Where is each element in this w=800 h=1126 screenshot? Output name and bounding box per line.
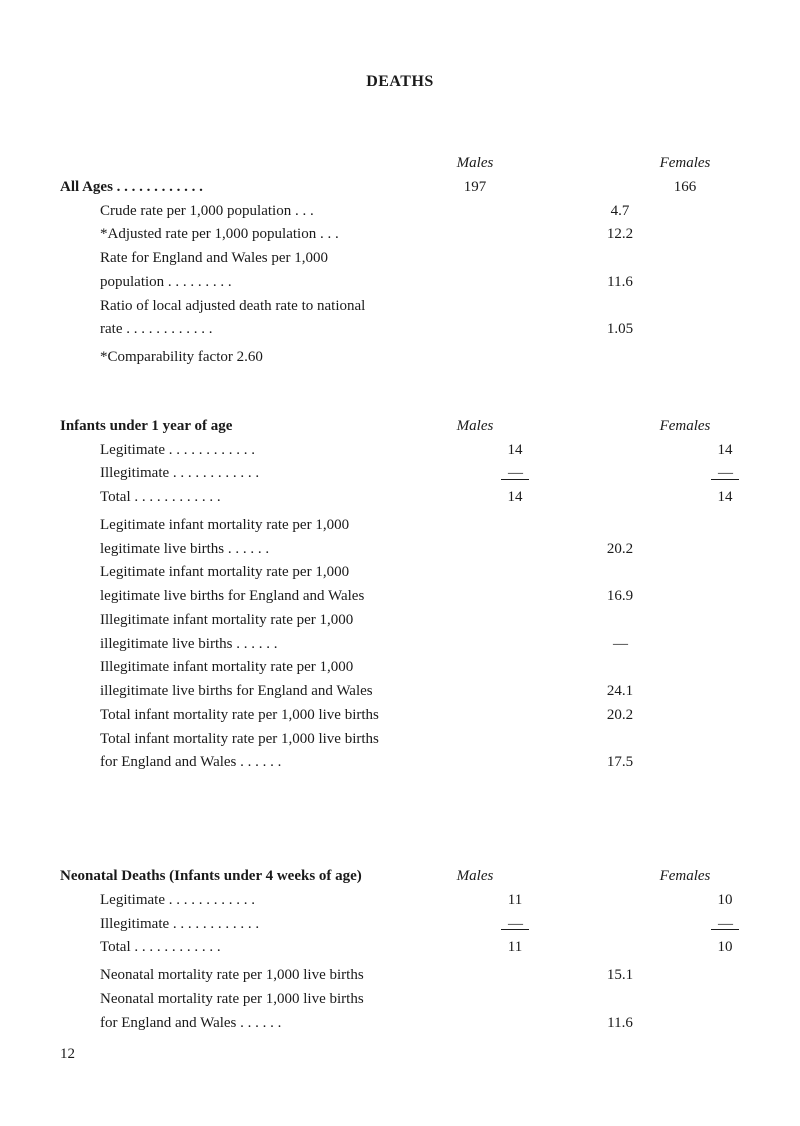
col-males: Males [430,866,520,888]
adjusted-rate-row: *Adjusted rate per 1,000 population . . … [60,224,740,246]
label: Illegitimate . . . . . . . . . . . . [100,914,470,936]
value-f: — [680,914,770,936]
infants-legit-row: Legitimate . . . . . . . . . . . . 14 14 [60,440,740,462]
value: 12.2 [560,224,680,246]
label: Total . . . . . . . . . . . . [100,487,470,509]
all-ages-males: 197 [430,177,520,199]
infants-rate-4: Illegitimate infant mortality rate per 1… [60,610,740,632]
infants-rate-0: Legitimate infant mortality rate per 1,0… [60,515,740,537]
neonatal-legit-row: Legitimate . . . . . . . . . . . . 11 10 [60,890,740,912]
value-f: 10 [680,937,770,959]
infants-rate-7: illegitimate live births for England and… [60,681,740,703]
label: Crude rate per 1,000 population . . . [100,201,470,223]
infants-rate-9: Total infant mortality rate per 1,000 li… [60,729,740,751]
col-females: Females [640,416,730,438]
col-females: Females [640,866,730,888]
ew-rate-row-1: Rate for England and Wales per 1,000 [60,248,740,270]
label: illegitimate live births . . . . . . [100,634,470,656]
infants-rate-2: Legitimate infant mortality rate per 1,0… [60,562,740,584]
value: 15.1 [560,965,680,987]
value-f: 10 [680,890,770,912]
label: Total infant mortality rate per 1,000 li… [100,705,470,727]
infants-title-row: Infants under 1 year of age Males Female… [60,416,740,438]
label: legitimate live births for England and W… [100,586,470,608]
ratio-row-2: rate . . . . . . . . . . . . 1.05 [60,319,740,341]
value: — [560,634,680,656]
infants-rate-5: illegitimate live births . . . . . . — [60,634,740,656]
label: *Adjusted rate per 1,000 population . . … [100,224,470,246]
label: Legitimate infant mortality rate per 1,0… [100,515,470,537]
label: Illegitimate infant mortality rate per 1… [100,657,470,679]
neonatal-rate-1: Neonatal mortality rate per 1,000 live b… [60,989,740,1011]
value-m: 11 [470,937,560,959]
label: for England and Wales . . . . . . [100,752,470,774]
neonatal-title-row: Neonatal Deaths (Infants under 4 weeks o… [60,866,740,888]
page-title: DEATHS [60,70,740,93]
neonatal-total-row: Total . . . . . . . . . . . . 11 10 [60,937,740,959]
all-ages-label: All Ages . . . . . . . . . . . . [60,177,430,199]
value-m: 11 [470,890,560,912]
value-m: 14 [470,440,560,462]
label: Total infant mortality rate per 1,000 li… [100,729,470,751]
value: 20.2 [560,705,680,727]
value: 11.6 [560,272,680,294]
label: Legitimate . . . . . . . . . . . . [100,440,470,462]
all-ages-header: Males Females [60,153,740,175]
infants-rate-8: Total infant mortality rate per 1,000 li… [60,705,740,727]
page-number: 12 [60,1044,740,1066]
label: legitimate live births . . . . . . [100,539,470,561]
infants-rate-1: legitimate live births . . . . . . 20.2 [60,539,740,561]
label: Legitimate . . . . . . . . . . . . [100,890,470,912]
col-males: Males [430,153,520,175]
label: illegitimate live births for England and… [100,681,470,703]
label: Ratio of local adjusted death rate to na… [100,296,470,318]
value-m: — [470,914,560,936]
label: rate . . . . . . . . . . . . [100,319,470,341]
label: Total . . . . . . . . . . . . [100,937,470,959]
label: Rate for England and Wales per 1,000 [100,248,470,270]
value-f: 14 [680,440,770,462]
neonatal-rate-0: Neonatal mortality rate per 1,000 live b… [60,965,740,987]
comparability-row: *Comparability factor 2.60 [60,347,740,369]
value: 24.1 [560,681,680,703]
label: Illegitimate infant mortality rate per 1… [100,610,470,632]
infants-rate-10: for England and Wales . . . . . . 17.5 [60,752,740,774]
value: 11.6 [560,1013,680,1035]
value: 20.2 [560,539,680,561]
label: Illegitimate . . . . . . . . . . . . [100,463,470,485]
neonatal-rate-2: for England and Wales . . . . . . 11.6 [60,1013,740,1035]
value-f: 14 [680,487,770,509]
infants-title: Infants under 1 year of age [60,416,430,438]
neonatal-title: Neonatal Deaths (Infants under 4 weeks o… [60,866,430,888]
label: for England and Wales . . . . . . [100,1013,470,1035]
infants-rate-6: Illegitimate infant mortality rate per 1… [60,657,740,679]
value: 1.05 [560,319,680,341]
infants-illegit-row: Illegitimate . . . . . . . . . . . . — — [60,463,740,485]
infants-rate-3: legitimate live births for England and W… [60,586,740,608]
crude-rate-row: Crude rate per 1,000 population . . . 4.… [60,201,740,223]
label: Neonatal mortality rate per 1,000 live b… [100,965,470,987]
all-ages-females: 166 [640,177,730,199]
value-m: — [470,463,560,485]
all-ages-row: All Ages . . . . . . . . . . . . 197 166 [60,177,740,199]
col-males: Males [430,416,520,438]
neonatal-illegit-row: Illegitimate . . . . . . . . . . . . — — [60,914,740,936]
label: population . . . . . . . . . [100,272,470,294]
label: Neonatal mortality rate per 1,000 live b… [100,989,470,1011]
comparability-label: *Comparability factor 2.60 [100,347,470,369]
ew-rate-row-2: population . . . . . . . . . 11.6 [60,272,740,294]
value: 16.9 [560,586,680,608]
value-m: 14 [470,487,560,509]
value-f: — [680,463,770,485]
infants-total-row: Total . . . . . . . . . . . . 14 14 [60,487,740,509]
value: 17.5 [560,752,680,774]
col-females: Females [640,153,730,175]
value: 4.7 [560,201,680,223]
label: Legitimate infant mortality rate per 1,0… [100,562,470,584]
ratio-row-1: Ratio of local adjusted death rate to na… [60,296,740,318]
